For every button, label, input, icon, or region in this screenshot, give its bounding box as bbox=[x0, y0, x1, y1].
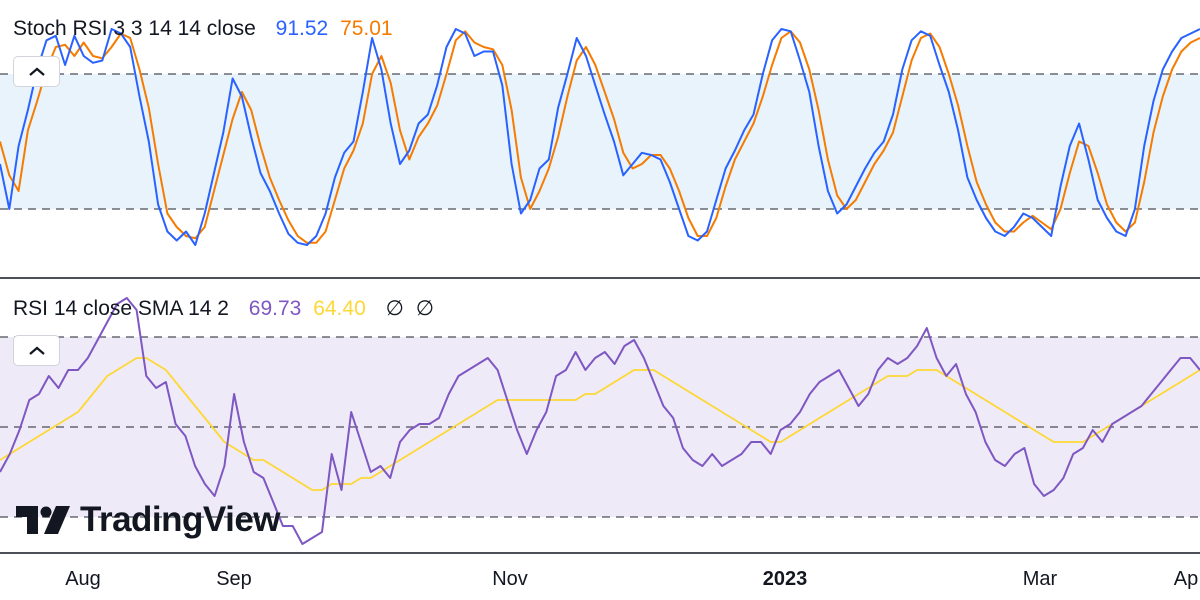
rsi-collapse-button[interactable] bbox=[13, 335, 60, 366]
stoch-d-value: 75.01 bbox=[340, 17, 393, 40]
rsi-value: 69.73 bbox=[248, 297, 302, 320]
stoch-k-line bbox=[0, 28, 1200, 246]
time-axis-label: Ap bbox=[1173, 568, 1199, 590]
time-axis-label: 2023 bbox=[762, 568, 808, 590]
stoch-series bbox=[0, 28, 1200, 246]
time-axis-label: Mar bbox=[1022, 568, 1058, 590]
time-axis-label: Nov bbox=[492, 568, 528, 590]
stoch-legend[interactable]: Stoch RSI 3 3 14 14 close 91.52 75.01 bbox=[13, 17, 399, 41]
tradingview-logo[interactable]: TradingView bbox=[16, 500, 281, 540]
rsi-line bbox=[0, 297, 1200, 545]
chevron-up-icon bbox=[28, 67, 45, 76]
stoch-band bbox=[0, 74, 1200, 209]
stoch-rsi-pane[interactable] bbox=[0, 28, 1200, 246]
rsi-band bbox=[0, 337, 1200, 517]
stoch-collapse-button[interactable] bbox=[13, 56, 60, 87]
time-axis-label: Aug bbox=[65, 568, 101, 590]
rsi-series bbox=[0, 297, 1200, 545]
rsi-ma-line bbox=[0, 357, 1200, 491]
chevron-up-icon bbox=[28, 346, 45, 355]
rsi-ma-value: 64.40 bbox=[313, 297, 366, 320]
empty-value-1: ∅ bbox=[385, 297, 404, 320]
rsi-legend[interactable]: RSI 14 close SMA 14 2 69.73 64.40 ∅ ∅ bbox=[13, 296, 440, 321]
stoch-k-value: 91.52 bbox=[275, 17, 329, 40]
rsi-pane[interactable] bbox=[0, 297, 1200, 545]
time-axis-label: Sep bbox=[216, 568, 252, 590]
tradingview-logo-text: TradingView bbox=[80, 500, 281, 539]
stoch-legend-title: Stoch RSI 3 3 14 14 close bbox=[13, 17, 256, 40]
empty-value-2: ∅ bbox=[415, 297, 435, 320]
tradingview-logo-icon bbox=[16, 506, 70, 534]
rsi-legend-title: RSI 14 close SMA 14 2 bbox=[13, 297, 229, 320]
